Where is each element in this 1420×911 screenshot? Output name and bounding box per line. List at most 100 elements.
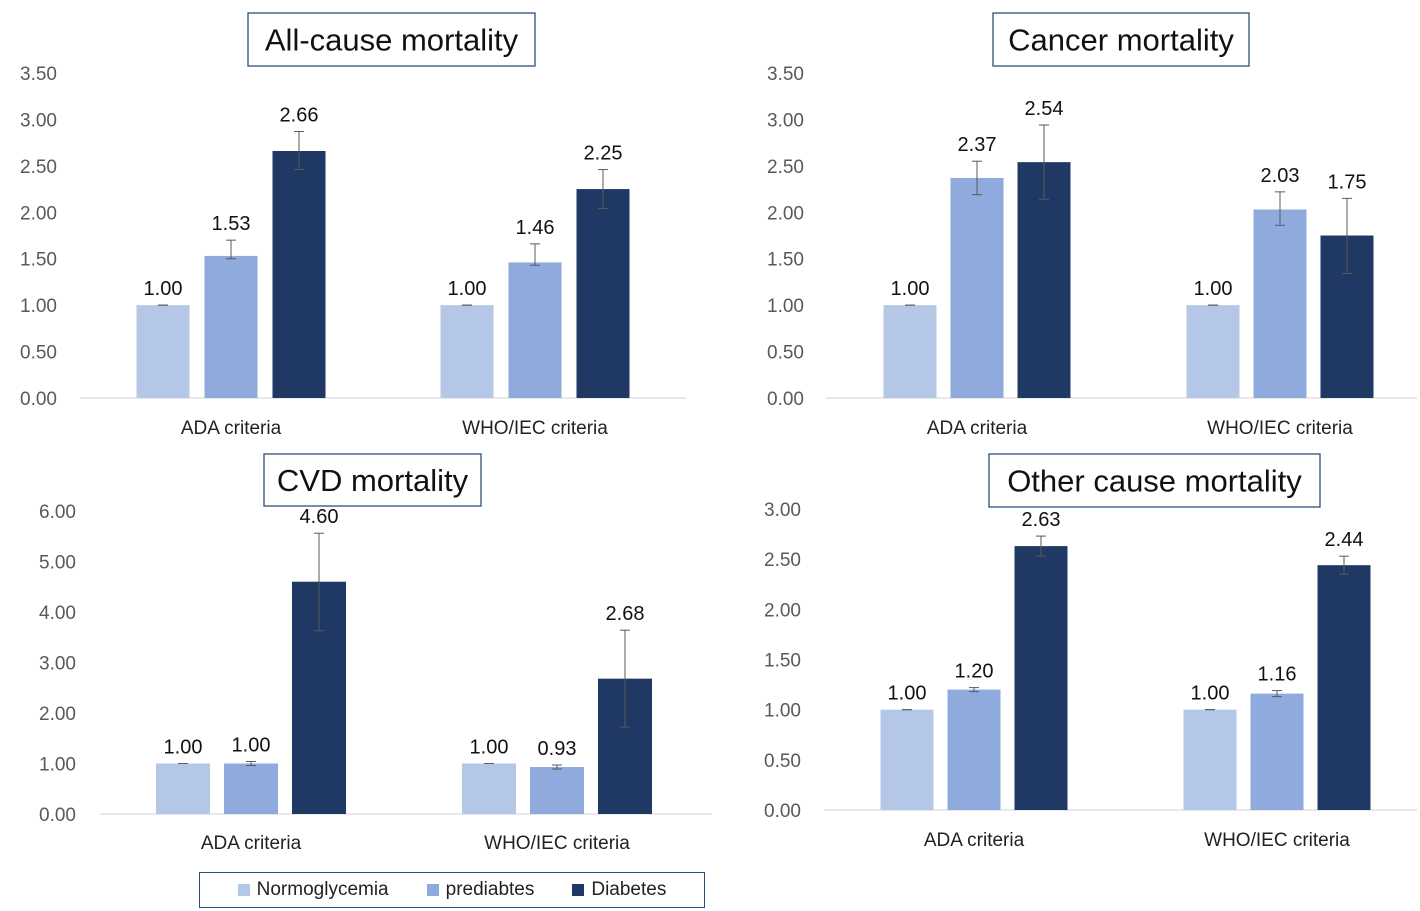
legend-item-prediabetes: prediabtes	[426, 879, 535, 901]
y-tick-label: 3.00	[39, 654, 76, 675]
data-label: 1.00	[1191, 683, 1230, 705]
y-tick-label: 0.50	[767, 343, 804, 364]
bar-prediabtes-who-iec-criteria	[508, 262, 562, 398]
data-label: 1.00	[232, 734, 271, 756]
y-tick-label: 0.50	[20, 343, 57, 364]
bar-normoglycemia-who-iec-criteria	[1186, 305, 1240, 398]
chart-title-box	[247, 12, 536, 67]
bar-normoglycemia-who-iec-criteria	[1183, 709, 1237, 810]
bar-diabetes-ada-criteria	[1017, 162, 1071, 398]
data-label: 1.75	[1328, 171, 1367, 193]
bar-prediabtes-ada-criteria	[950, 177, 1004, 398]
bar-diabetes-ada-criteria	[272, 151, 326, 398]
bar-normoglycemia-ada-criteria	[880, 709, 934, 810]
y-tick-label: 1.00	[764, 701, 801, 722]
chart-title: CVD mortality	[277, 463, 469, 498]
legend-label-prediabetes: prediabtes	[445, 879, 535, 900]
category-label: WHO/IEC criteria	[1207, 418, 1353, 439]
y-tick-label: 3.50	[767, 64, 804, 85]
panel-cvd-mortality: CVD mortality 0.00 1.00 2.00 3.00 4.00 5.00 6.0…	[39, 453, 712, 854]
category-label: WHO/IEC criteria	[484, 833, 630, 854]
y-tick-label: 3.00	[20, 110, 57, 131]
data-label: 1.46	[516, 217, 555, 239]
y-tick-label: 3.00	[767, 110, 804, 131]
legend-label-normoglycemia: Normoglycemia	[256, 879, 389, 900]
data-label: 2.03	[1261, 165, 1300, 187]
bar-diabetes-who-iec-criteria	[1317, 565, 1371, 810]
y-tick-label: 5.00	[39, 553, 76, 574]
bar-diabetes-who-iec-criteria	[576, 189, 630, 398]
bar-normoglycemia-ada-criteria	[156, 763, 210, 814]
chart-title: Other cause mortality	[1007, 464, 1302, 499]
bar-prediabtes-ada-criteria	[224, 763, 278, 814]
category-label: ADA criteria	[181, 418, 282, 439]
chart-title-box	[992, 12, 1250, 67]
legend: Normoglycemia prediabtes Diabetes	[199, 872, 705, 908]
y-tick-label: 4.00	[39, 603, 76, 624]
bar-normoglycemia-who-iec-criteria	[462, 763, 516, 814]
y-tick-label: 0.00	[20, 389, 57, 410]
data-label: 1.00	[164, 737, 203, 759]
y-tick-label: 0.00	[764, 801, 801, 822]
y-tick-label: 2.00	[764, 600, 801, 621]
data-label: 1.00	[888, 683, 927, 705]
category-label: WHO/IEC criteria	[1204, 830, 1350, 851]
data-label: 1.00	[144, 278, 183, 300]
chart-title-box	[988, 453, 1321, 508]
data-label: 4.60	[300, 506, 339, 528]
y-tick-label: 2.50	[20, 157, 57, 178]
y-tick-label: 2.00	[20, 203, 57, 224]
data-label: 0.93	[538, 738, 577, 760]
legend-swatch-diabetes	[572, 884, 585, 896]
y-tick-label: 2.50	[764, 550, 801, 571]
y-tick-label: 1.00	[20, 296, 57, 317]
y-tick-label: 1.00	[39, 755, 76, 776]
legend-label-diabetes: Diabetes	[591, 879, 667, 900]
data-label: 1.00	[470, 737, 509, 759]
category-label: WHO/IEC criteria	[462, 418, 608, 439]
data-label: 1.16	[1258, 664, 1297, 686]
legend-item-diabetes: Diabetes	[572, 879, 666, 901]
panel-all-cause-mortality: All-cause mortality 0.00 0.50 1.00 1.50 2.00 2…	[20, 12, 686, 439]
y-tick-label: 1.50	[764, 651, 801, 672]
bar-prediabtes-ada-criteria	[947, 689, 1001, 810]
y-tick-label: 1.50	[767, 250, 804, 271]
category-label: ADA criteria	[201, 833, 302, 854]
data-label: 1.20	[955, 661, 994, 683]
data-label: 2.66	[280, 105, 319, 127]
y-tick-label: 0.00	[767, 389, 804, 410]
data-label: 2.68	[606, 603, 645, 625]
category-label: ADA criteria	[927, 418, 1028, 439]
y-tick-label: 6.00	[39, 502, 76, 523]
panel-other-cause-mortality: Other cause mortality 0.00 0.50 1.00 1.50 2.0…	[764, 453, 1417, 851]
chart-title-box	[263, 453, 482, 507]
y-tick-label: 1.50	[20, 250, 57, 271]
data-label: 1.00	[1194, 278, 1233, 300]
data-label: 2.54	[1025, 98, 1064, 120]
chart-title: Cancer mortality	[1008, 23, 1234, 58]
data-label: 2.63	[1022, 509, 1061, 531]
data-label: 2.44	[1325, 529, 1364, 551]
bar-prediabtes-who-iec-criteria	[1250, 693, 1304, 810]
y-tick-label: 0.50	[764, 751, 801, 772]
data-label: 1.53	[212, 213, 251, 235]
bar-normoglycemia-ada-criteria	[136, 305, 190, 398]
data-label: 1.00	[448, 278, 487, 300]
panel-cancer-mortality: Cancer mortality 0.00 0.50 1.00 1.50 2.00 2.50…	[767, 12, 1417, 439]
bar-normoglycemia-ada-criteria	[883, 305, 937, 398]
bar-prediabtes-who-iec-criteria	[530, 767, 584, 814]
data-label: 1.00	[891, 278, 930, 300]
category-label: ADA criteria	[924, 830, 1025, 851]
bar-diabetes-ada-criteria	[1014, 546, 1068, 810]
bar-prediabtes-ada-criteria	[204, 255, 258, 398]
y-tick-label: 0.00	[39, 805, 76, 826]
bar-normoglycemia-who-iec-criteria	[440, 305, 494, 398]
y-tick-label: 3.00	[764, 500, 801, 521]
y-tick-label: 3.50	[20, 64, 57, 85]
y-tick-label: 2.00	[39, 704, 76, 725]
data-label: 2.25	[584, 143, 623, 165]
y-tick-label: 1.00	[767, 296, 804, 317]
legend-item-normoglycemia: Normoglycemia	[237, 879, 389, 901]
legend-swatch-prediabetes	[426, 884, 439, 896]
